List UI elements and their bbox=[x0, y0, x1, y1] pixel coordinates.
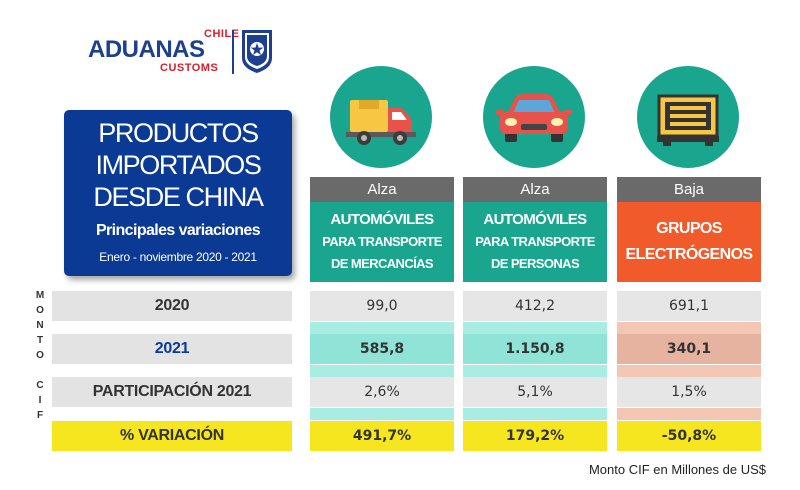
cell-col1-2020: 99,0 bbox=[310, 291, 454, 321]
title-line-3: DESDE CHINA bbox=[93, 182, 264, 212]
row-label-variacion: % VARIACIÓN bbox=[52, 421, 292, 451]
gap-col1-b bbox=[310, 365, 454, 377]
cell-col1-variacion: 491,7% bbox=[310, 421, 454, 451]
row-label-2020: 2020 bbox=[52, 291, 292, 321]
title-line-2: IMPORTADOS bbox=[95, 150, 261, 180]
title-card: PRODUCTOS IMPORTADOS DESDE CHINA Princip… bbox=[64, 110, 292, 276]
trend-header-1: Alza bbox=[310, 177, 454, 202]
category-2-line-2: PARA TRANSPORTE bbox=[475, 234, 595, 249]
logo-chile-text: CHILE bbox=[204, 28, 240, 40]
monto-cif-side-label: M O N T O C I F bbox=[35, 290, 45, 421]
cell-col2-2021: 1.150,8 bbox=[463, 334, 607, 364]
category-1-line-2: PARA TRANSPORTE bbox=[322, 234, 442, 249]
category-header-2: AUTOMÓVILES PARA TRANSPORTE DE PERSONAS bbox=[463, 202, 607, 282]
category-header-3: GRUPOS ELECTRÓGENOS bbox=[617, 202, 761, 282]
category-1-line-3: DE MERCANCÍAS bbox=[331, 256, 434, 271]
footnote: Monto CIF en Millones de US$ bbox=[588, 462, 766, 477]
cell-col3-participacion: 1,5% bbox=[617, 377, 761, 407]
gap-col1-c bbox=[310, 408, 454, 420]
category-3-line-1: GRUPOS bbox=[656, 220, 722, 237]
category-2-line-3: DE PERSONAS bbox=[490, 256, 580, 271]
delivery-truck-icon bbox=[330, 66, 432, 168]
cell-col3-2020: 691,1 bbox=[617, 291, 761, 321]
trend-header-3: Baja bbox=[617, 177, 761, 202]
title-subtitle: Principales variaciones bbox=[95, 222, 261, 239]
cell-col2-variacion: 179,2% bbox=[463, 421, 607, 451]
cell-col2-participacion: 5,1% bbox=[463, 377, 607, 407]
generator-icon bbox=[637, 66, 739, 168]
cell-col3-2021: 340,1 bbox=[617, 334, 761, 364]
category-2-line-1: AUTOMÓVILES bbox=[483, 211, 587, 228]
gap-col1-a bbox=[310, 322, 454, 334]
gap-col2-b bbox=[463, 365, 607, 377]
gap-col3-b bbox=[617, 365, 761, 377]
row-label-participacion: PARTICIPACIÓN 2021 bbox=[52, 377, 292, 407]
row-label-2021: 2021 bbox=[52, 334, 292, 364]
cell-col3-variacion: -50,8% bbox=[617, 421, 761, 451]
cell-col1-participacion: 2,6% bbox=[310, 377, 454, 407]
title-period: Enero - noviembre 2020 - 2021 bbox=[99, 250, 257, 264]
logo-customs-text: CUSTOMS bbox=[160, 62, 219, 74]
category-header-1: AUTOMÓVILES PARA TRANSPORTE DE MERCANCÍA… bbox=[310, 202, 454, 282]
logo-separator bbox=[232, 30, 234, 74]
gap-col3-c bbox=[617, 408, 761, 420]
shield-icon bbox=[242, 30, 272, 73]
gap-col2-a bbox=[463, 322, 607, 334]
gap-col2-c bbox=[463, 408, 607, 420]
trend-header-2: Alza bbox=[463, 177, 607, 202]
cell-col1-2021: 585,8 bbox=[310, 334, 454, 364]
category-1-line-1: AUTOMÓVILES bbox=[330, 211, 434, 228]
logo-aduanas-text: ADUANAS bbox=[88, 36, 205, 63]
category-3-line-2: ELECTRÓGENOS bbox=[625, 246, 753, 263]
title-line-1: PRODUCTOS bbox=[98, 118, 259, 148]
gap-col3-a bbox=[617, 322, 761, 334]
aduanas-logo: CHILE ADUANAS CUSTOMS bbox=[88, 28, 288, 78]
cell-col2-2020: 412,2 bbox=[463, 291, 607, 321]
car-icon bbox=[483, 66, 585, 168]
